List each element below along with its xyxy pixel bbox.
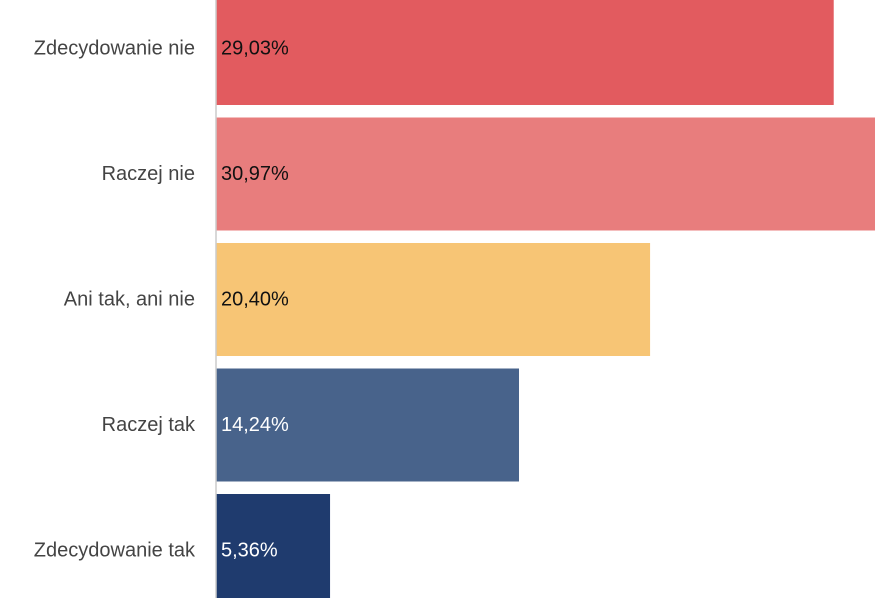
category-label-raczej-tak: Raczej tak	[102, 414, 196, 436]
category-label-raczej-nie: Raczej nie	[102, 163, 195, 185]
value-labels-group: 29,03% 30,97% 20,40% 14,24% 5,36%	[221, 38, 289, 562]
value-label-raczej-nie: 30,97%	[221, 163, 289, 185]
bar-zdecydowanie-tak	[216, 494, 331, 598]
bar-ani-tak-ani-nie	[216, 243, 651, 356]
bar-zdecydowanie-nie	[216, 0, 834, 105]
category-labels-group: Zdecydowanie nie Raczej nie Ani tak, ani n…	[34, 38, 196, 562]
category-label-ani-tak-ani-nie: Ani tak, ani nie	[64, 289, 195, 311]
value-label-zdecydowanie-tak: 5,36%	[221, 540, 278, 562]
bar-raczej-nie	[216, 117, 875, 231]
value-label-zdecydowanie-nie: 29,03%	[221, 38, 289, 60]
bars-group	[216, 0, 875, 598]
category-label-zdecydowanie-nie: Zdecydowanie nie	[34, 38, 195, 60]
category-label-zdecydowanie-tak: Zdecydowanie tak	[34, 540, 196, 562]
value-label-ani-tak-ani-nie: 20,40%	[221, 289, 289, 311]
value-label-raczej-tak: 14,24%	[221, 414, 289, 436]
bar-raczej-tak	[216, 368, 520, 482]
